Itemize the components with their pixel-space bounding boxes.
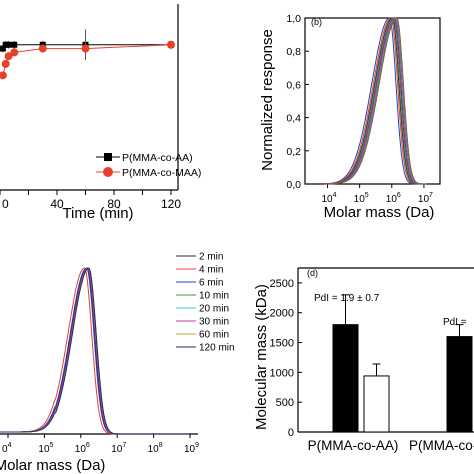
panel-c-xlabel: Molar mass (Da): [0, 457, 105, 474]
panel-a-point: [1, 59, 10, 68]
panel-c-legend-label: 120 min: [199, 343, 235, 354]
panel-d-bar: [332, 324, 359, 433]
panel-b-xlabel: Molar mass (Da): [324, 204, 435, 221]
panel-b-series-line: [324, 17, 427, 185]
panel-c-series-line: [0, 267, 189, 435]
panel-b-y-tick-label: 0,8: [286, 46, 301, 58]
panel-d-bar: [363, 375, 390, 433]
panel-c-x-tick-label: 109: [184, 442, 199, 455]
panel-c-series-line: [0, 267, 189, 435]
panel-a: Time (min) 0 40 80 120 P(MMA-co-AA) P(MMA-co-…: [0, 4, 201, 222]
panel-d-y-tick-label: 2000: [270, 308, 294, 320]
panel-d-y-tick-label: 0: [288, 427, 294, 439]
panel-d-bar: [446, 336, 473, 433]
panel-c-series-line: [0, 267, 189, 435]
panel-c-legend-label: 60 min: [199, 330, 229, 341]
panel-a-legend-label: P(MMA-co-MAA): [122, 167, 201, 179]
panel-a-legend-marker: [104, 153, 112, 161]
panel-a-xlabel: Time (min): [62, 205, 133, 222]
panel-a-point: [10, 48, 19, 57]
panel-a-x-tick-label: 0: [2, 197, 9, 211]
panel-b-y-tick-label: 0,4: [286, 113, 301, 125]
panel-a-point: [0, 45, 6, 52]
panel-b-y-tick-label: 0,0: [286, 179, 301, 191]
panel-c: Molar mass (Da) 04 105 106 107 108 109 2 min 4 …: [0, 252, 235, 474]
panel-c-legend-label: 6 min: [199, 278, 223, 289]
panel-d-y-tick-label: 1000: [270, 367, 294, 379]
panel-c-series-line: [0, 267, 189, 435]
panel-c-series-line: [0, 267, 189, 435]
panel-c-x-tick-label: 108: [148, 442, 163, 455]
panel-c-x-tick-label: 106: [75, 442, 90, 455]
panel-d: (d) Molecular mass (kDa) 0 500 1000 1500 200…: [253, 267, 474, 453]
panel-d-y-tick-label: 500: [276, 397, 294, 409]
panel-b-label: (b): [311, 17, 322, 27]
panel-b-frame: [304, 17, 441, 185]
panel-a-point: [5, 41, 12, 48]
panel-b-series-line: [324, 17, 427, 185]
panel-c-series-line: [0, 267, 189, 435]
panel-a-point: [11, 41, 18, 48]
panel-d-y-tick-label: 1500: [270, 338, 294, 350]
panel-a-legend-marker: [103, 167, 113, 177]
panel-b-y-tick-label: 0,6: [286, 79, 301, 91]
panel-c-legend-label: 20 min: [199, 304, 229, 315]
panel-c-legend-label: 30 min: [199, 317, 229, 328]
panel-c-series-line: [0, 267, 189, 435]
panel-c-legend-label: 4 min: [199, 265, 223, 276]
panel-c-x-tick-label: 107: [111, 442, 126, 455]
panel-d-annotation: PdI =: [443, 317, 467, 328]
panel-b-series-line: [324, 17, 427, 185]
panel-c-legend-label: 2 min: [199, 252, 223, 263]
panel-d-label: (d): [307, 268, 318, 278]
panel-b: (b) Normalized response Molar mass (Da) …: [259, 13, 441, 221]
panel-a-point: [38, 44, 47, 53]
panel-a-x-tick-label: 80: [107, 197, 121, 211]
panel-a-point: [4, 52, 13, 61]
panel-d-annotation: PdI = 1.9 ± 0.7: [314, 293, 380, 304]
panel-d-category-label: P(MMA-co-AA): [308, 438, 399, 453]
panel-a-point: [0, 71, 7, 80]
panel-b-y-tick-label: 0,2: [286, 146, 301, 158]
panel-a-point: [167, 40, 175, 49]
panel-d-ylabel: Molecular mass (kDa): [253, 284, 270, 430]
panel-c-series-line: [0, 267, 189, 435]
panel-c-x-tick-label: 04: [2, 442, 12, 455]
panel-a-x-tick-label: 40: [50, 197, 64, 211]
panel-d-y-tick-label: 2500: [270, 278, 294, 290]
panel-a-x-tick-label: 120: [161, 197, 181, 211]
panel-b-ylabel: Normalized response: [259, 29, 276, 171]
panel-b-y-tick-label: 1,0: [286, 13, 301, 25]
panel-a-point: [81, 44, 90, 53]
panel-b-series-line: [324, 17, 427, 185]
panel-d-category-label: P(MMA-co-MAA): [409, 438, 474, 453]
panel-c-legend-label: 10 min: [199, 291, 229, 302]
panel-a-legend-label: P(MMA-co-AA): [122, 152, 193, 164]
panel-c-x-tick-label: 105: [38, 442, 53, 455]
